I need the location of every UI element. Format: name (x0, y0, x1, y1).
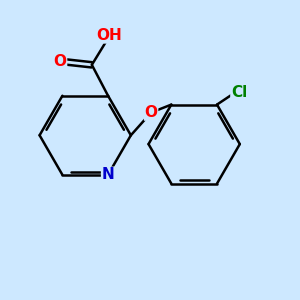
Text: O: O (145, 105, 158, 120)
Text: O: O (53, 54, 67, 69)
Text: OH: OH (97, 28, 122, 43)
Text: Cl: Cl (231, 85, 247, 100)
Text: N: N (102, 167, 114, 182)
